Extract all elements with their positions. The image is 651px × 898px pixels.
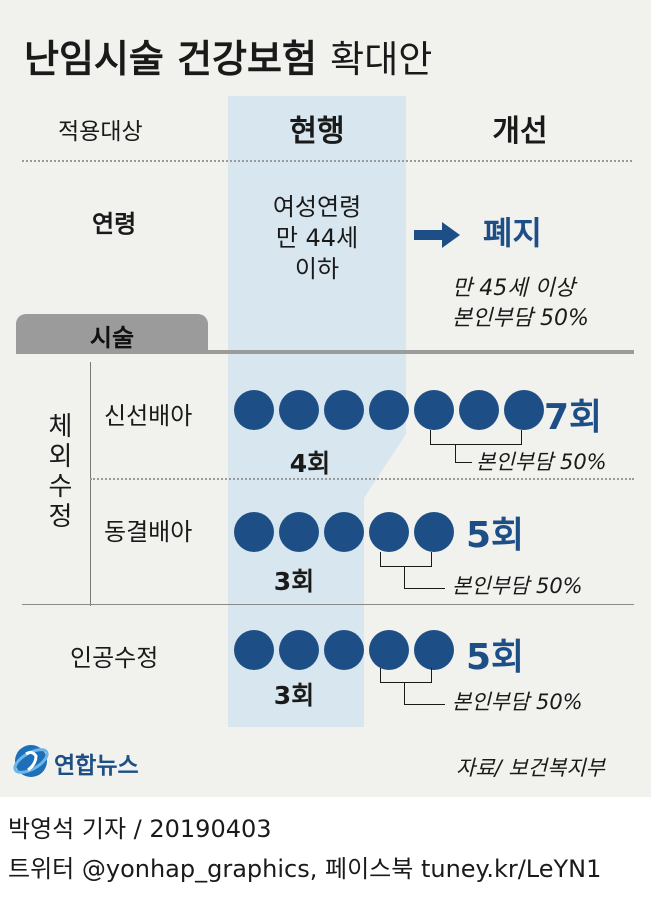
note-leader — [455, 444, 472, 463]
current-count: 4회 — [289, 449, 331, 478]
improved-count: 5회 — [466, 515, 525, 556]
current-count: 3회 — [273, 681, 315, 710]
added-count-dot — [414, 630, 454, 670]
row-note: 본인부담 50% — [452, 574, 583, 598]
current-count-dot — [324, 390, 364, 430]
current-count-dot — [234, 390, 274, 430]
footer-line-1: 박영석 기자 / 20190403 — [8, 815, 272, 843]
current-count: 3회 — [273, 567, 315, 596]
age-note: 만 45세 이상 본인부담 50% — [452, 274, 589, 334]
added-count-dot — [369, 630, 409, 670]
row-label: 신선배아 — [104, 402, 193, 430]
procedure-tab: 시술 — [16, 314, 208, 354]
note-leader — [404, 682, 445, 705]
header-current: 현행 — [289, 114, 345, 149]
age-current-line-1: 여성연령 — [272, 193, 362, 221]
infographic-card: 난임시술 건강보험 확대안 적용대상 현행 개선 연령 여성연령 만 44세 이… — [0, 0, 651, 797]
added-count-dot — [414, 512, 454, 552]
current-count-dot — [279, 630, 319, 670]
yonhap-logo-text: 연합뉴스 — [54, 753, 139, 779]
age-current-line-3: 이하 — [294, 255, 340, 283]
group-bracket-line — [90, 362, 91, 606]
row-label: 인공수정 — [70, 644, 159, 672]
row-divider — [22, 604, 634, 605]
row-label: 동결배아 — [104, 518, 193, 546]
row-divider — [90, 478, 634, 480]
extra-bracket — [380, 552, 432, 567]
header-divider — [22, 160, 632, 162]
age-label: 연령 — [92, 210, 137, 238]
row-note: 본인부담 50% — [452, 690, 583, 714]
arrow-right-icon — [414, 222, 460, 248]
procedure-tab-label: 시술 — [89, 324, 135, 352]
title-sub: 확대안 — [330, 38, 433, 81]
improved-count: 7회 — [544, 397, 603, 438]
age-note-line-1: 만 45세 이상 — [452, 276, 575, 301]
source-credit: 자료/ 보건복지부 — [456, 756, 605, 780]
header-target: 적용대상 — [58, 119, 143, 145]
current-count-dot — [324, 630, 364, 670]
added-count-dot — [369, 512, 409, 552]
age-current: 여성연령 만 44세 이하 — [228, 192, 406, 285]
current-count-dot — [324, 512, 364, 552]
current-count-dot — [234, 512, 274, 552]
age-improved: 폐지 — [483, 214, 542, 252]
current-count-dot — [279, 512, 319, 552]
improved-count: 5회 — [466, 637, 525, 678]
added-count-dot — [414, 390, 454, 430]
extra-bracket — [430, 430, 522, 445]
yonhap-logo-icon — [13, 745, 49, 777]
row-note: 본인부담 50% — [476, 450, 607, 474]
title: 난임시술 건강보험 확대안 — [24, 28, 432, 83]
header-improved: 개선 — [492, 114, 548, 149]
current-count-dot — [279, 390, 319, 430]
current-count-dot — [369, 390, 409, 430]
current-count-dot — [234, 630, 274, 670]
procedure-divider — [16, 350, 634, 354]
group-label: 체외수정 — [43, 412, 73, 532]
age-current-line-2: 만 44세 — [275, 224, 359, 252]
age-note-line-2: 본인부담 50% — [452, 306, 589, 331]
footer: 박영석 기자 / 20190403 트위터 @yonhap_graphics, … — [0, 797, 651, 898]
added-count-dot — [504, 390, 544, 430]
added-count-dot — [459, 390, 499, 430]
extra-bracket — [380, 668, 432, 683]
footer-line-2: 트위터 @yonhap_graphics, 페이스북 tuney.kr/LeYN… — [8, 855, 602, 883]
note-leader — [404, 566, 445, 589]
title-main: 난임시술 건강보험 — [24, 37, 317, 81]
